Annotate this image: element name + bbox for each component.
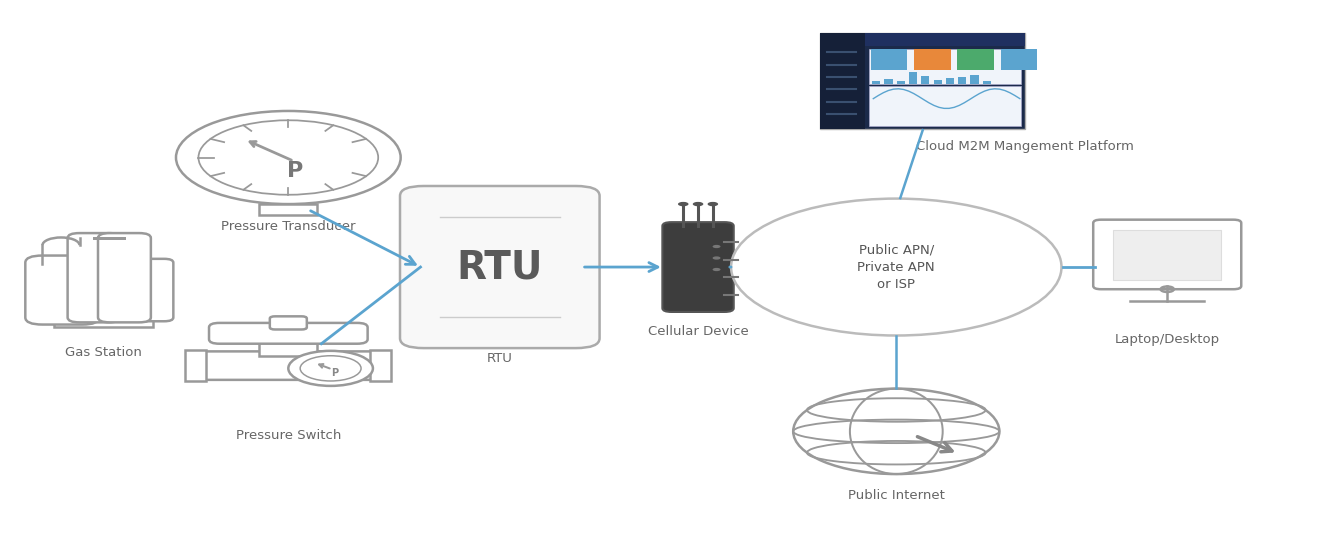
FancyBboxPatch shape	[922, 76, 930, 84]
FancyBboxPatch shape	[1113, 230, 1221, 280]
Circle shape	[693, 202, 704, 206]
FancyBboxPatch shape	[400, 186, 600, 348]
Text: Pressure Switch: Pressure Switch	[235, 429, 340, 441]
Circle shape	[713, 268, 721, 271]
Text: Public APN/: Public APN/	[859, 243, 934, 256]
FancyBboxPatch shape	[958, 77, 967, 84]
FancyBboxPatch shape	[896, 81, 904, 84]
FancyBboxPatch shape	[983, 81, 991, 84]
Text: Public Internet: Public Internet	[847, 489, 944, 502]
FancyBboxPatch shape	[1000, 49, 1037, 70]
Text: or ISP: or ISP	[878, 278, 915, 291]
FancyBboxPatch shape	[914, 49, 951, 70]
FancyBboxPatch shape	[270, 316, 307, 330]
FancyBboxPatch shape	[821, 33, 1025, 129]
Text: Gas Station: Gas Station	[65, 346, 142, 360]
FancyBboxPatch shape	[25, 256, 100, 325]
FancyBboxPatch shape	[971, 75, 979, 84]
FancyBboxPatch shape	[209, 323, 367, 344]
Text: Pressure Transducer: Pressure Transducer	[221, 221, 355, 234]
FancyBboxPatch shape	[185, 350, 206, 381]
Circle shape	[708, 202, 718, 206]
FancyBboxPatch shape	[884, 80, 892, 84]
Text: Private APN: Private APN	[858, 261, 935, 274]
FancyBboxPatch shape	[68, 233, 121, 322]
Circle shape	[176, 111, 400, 204]
FancyBboxPatch shape	[908, 72, 918, 84]
FancyBboxPatch shape	[871, 49, 907, 70]
FancyBboxPatch shape	[259, 204, 318, 215]
FancyBboxPatch shape	[946, 78, 954, 84]
Circle shape	[732, 198, 1061, 335]
Circle shape	[289, 351, 372, 386]
FancyBboxPatch shape	[192, 351, 384, 380]
Text: Laptop/Desktop: Laptop/Desktop	[1115, 333, 1220, 346]
FancyBboxPatch shape	[870, 86, 1021, 126]
FancyBboxPatch shape	[53, 317, 153, 327]
FancyBboxPatch shape	[821, 33, 866, 129]
Text: RTU: RTU	[487, 352, 513, 365]
FancyBboxPatch shape	[98, 233, 150, 322]
FancyBboxPatch shape	[1093, 220, 1241, 289]
FancyBboxPatch shape	[866, 33, 1025, 46]
Text: P: P	[287, 161, 303, 181]
FancyBboxPatch shape	[872, 81, 880, 84]
FancyBboxPatch shape	[662, 222, 734, 312]
Circle shape	[713, 245, 721, 248]
FancyBboxPatch shape	[370, 350, 391, 381]
Text: RTU: RTU	[456, 248, 543, 286]
FancyBboxPatch shape	[259, 339, 318, 356]
Text: P: P	[331, 368, 338, 378]
Circle shape	[793, 389, 999, 474]
FancyBboxPatch shape	[132, 259, 173, 321]
Text: Cloud M2M Mangement Platform: Cloud M2M Mangement Platform	[916, 140, 1134, 153]
Circle shape	[713, 256, 721, 260]
FancyBboxPatch shape	[870, 49, 1021, 84]
FancyBboxPatch shape	[934, 80, 942, 84]
Text: Cellular Device: Cellular Device	[648, 325, 749, 337]
Circle shape	[678, 202, 689, 206]
FancyBboxPatch shape	[958, 49, 994, 70]
